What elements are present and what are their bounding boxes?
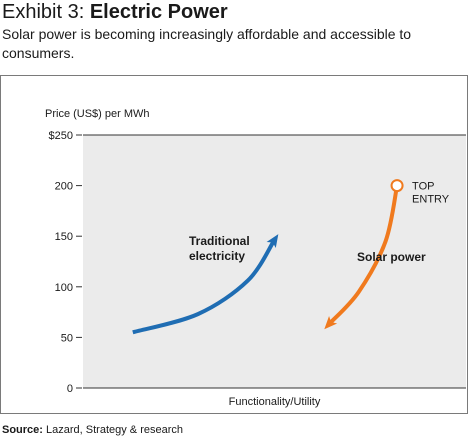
solar-power-arrow-head — [324, 316, 338, 330]
traditional-electricity-label: Traditional electricity — [189, 234, 250, 263]
price-chart: $250 200 150 100 50 0 Price (US$) per MWh Funct… — [45, 108, 466, 408]
source-note: Source: Lazard, Strategy & research — [2, 423, 183, 437]
exhibit-number: Exhibit 3: — [2, 1, 85, 23]
y-axis-title: Price (US$) per MWh — [45, 108, 150, 120]
traditional-electricity-arrow-head — [266, 234, 279, 249]
plot-area — [83, 135, 466, 388]
solar-power-line — [328, 185, 400, 325]
chart-title: Electric Power — [89, 1, 228, 23]
solar-power-label: Solar power — [357, 250, 426, 264]
x-axis-title: Functionality/Utility — [229, 396, 321, 408]
top-entry-marker — [390, 179, 404, 193]
chart-subtitle: Solar power is becoming increasingly aff… — [2, 26, 412, 61]
y-tick-label-5: 0 — [67, 383, 73, 395]
source-label: Source: — [2, 424, 43, 436]
y-tick-label-2: 150 — [55, 231, 73, 243]
y-tick-label-1: 200 — [55, 181, 73, 193]
traditional-electricity-line — [132, 239, 276, 335]
y-tick-label-3: 100 — [55, 282, 73, 294]
top-entry-label: TOP ENTRY — [412, 181, 450, 206]
y-tick-label-4: 50 — [61, 332, 73, 344]
y-tick-label-0: $250 — [49, 130, 73, 142]
source-text: Lazard, Strategy & research — [46, 424, 183, 436]
exhibit-title: Exhibit 3: Electric Power — [2, 0, 228, 24]
